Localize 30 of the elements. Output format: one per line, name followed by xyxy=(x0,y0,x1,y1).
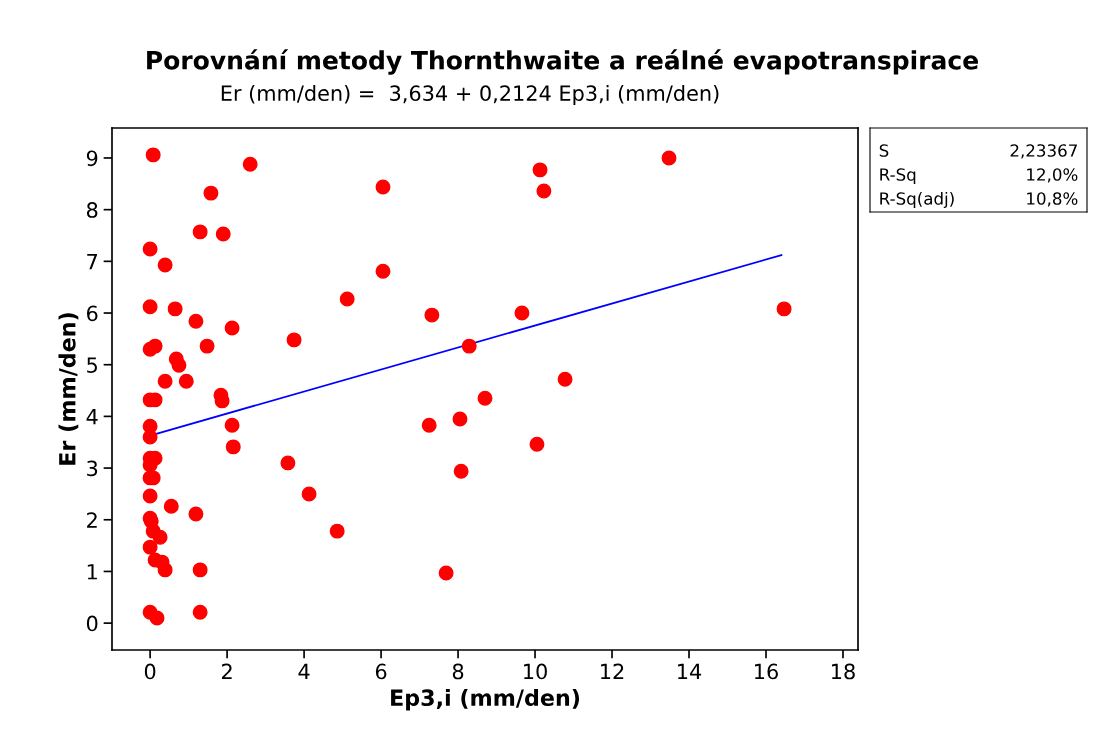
chart-title: Porovnání metody Thornthwaite a reálné evapotranspirace xyxy=(147,49,978,75)
x-tick-label: 18 xyxy=(832,663,855,680)
x-axis-title: Ep3,i (mm/den) xyxy=(391,688,580,711)
y-tick-label: 7 xyxy=(87,254,98,270)
x-tick-label: 14 xyxy=(678,663,702,680)
x-tick-label: 0 xyxy=(144,663,156,680)
chart-subtitle: Er (mm/den) = 3,634 + 0,2124 Ep3,i (mm/den) xyxy=(221,84,719,106)
y-tick-label: 4 xyxy=(86,409,98,425)
y-tick-label: 5 xyxy=(87,357,97,373)
y-tick-label: 6 xyxy=(87,305,98,322)
x-tick-label: 16 xyxy=(755,663,778,680)
text: R-Sq xyxy=(880,168,916,185)
y-tick-label: 0 xyxy=(86,615,98,632)
text: 2,23367 xyxy=(1010,144,1077,159)
y-axis-title: Er (mm/den) xyxy=(58,313,79,465)
x-tick-label: 12 xyxy=(601,663,624,680)
text: 12,0% xyxy=(1027,168,1078,183)
x-tick-label: 4 xyxy=(298,663,310,680)
y-tick-label: 1 xyxy=(87,564,97,580)
x-tick-label: 10 xyxy=(524,663,547,680)
text: 10,8% xyxy=(1027,192,1078,207)
text: S xyxy=(879,144,889,157)
x-tick-label: 8 xyxy=(452,663,464,680)
text: R-Sq(adj) xyxy=(880,191,954,209)
x-tick-label: 6 xyxy=(375,663,387,680)
y-tick-label: 3 xyxy=(87,460,98,477)
x-tick-label: 2 xyxy=(221,663,232,680)
y-tick-label: 9 xyxy=(86,150,98,167)
y-tick-label: 8 xyxy=(86,202,98,218)
y-tick-label: 2 xyxy=(87,512,97,528)
